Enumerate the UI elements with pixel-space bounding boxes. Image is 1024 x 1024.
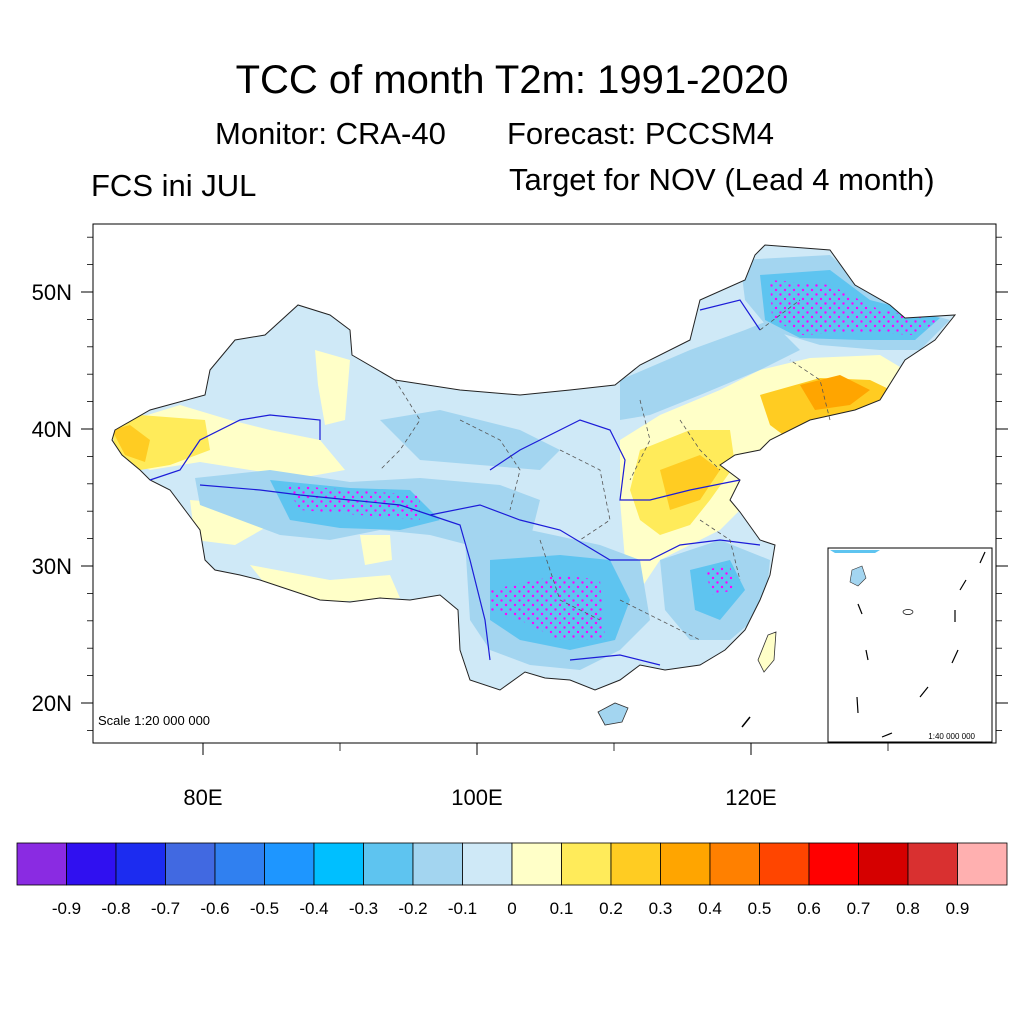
inset-nine-dash [856, 551, 986, 738]
colorbar-label: -0.8 [101, 899, 130, 918]
field-patch [620, 320, 800, 420]
colorbar-swatch [957, 842, 1008, 886]
significance-stipple [770, 280, 940, 335]
colorbar-label: -0.4 [299, 899, 328, 918]
colorbar-swatch [115, 842, 166, 886]
colorbar-label: -0.6 [200, 899, 229, 918]
field-patch [380, 410, 560, 470]
lat-tick-label: 30N [32, 554, 72, 579]
colorbar-label: -0.2 [398, 899, 427, 918]
colorbar-swatch [16, 842, 67, 886]
lat-tick-label: 20N [32, 691, 72, 716]
colorbar-label: 0.5 [748, 899, 772, 918]
colorbar-swatch [610, 842, 661, 886]
colorbar-swatch [313, 842, 364, 886]
colorbar-swatch [759, 842, 810, 886]
lat-tick-label: 40N [32, 417, 72, 442]
field-patch [800, 375, 870, 410]
colorbar-label: 0 [507, 899, 516, 918]
inset-hainan [849, 565, 867, 587]
colorbar-label: -0.3 [349, 899, 378, 918]
colorbar-label: 0.7 [847, 899, 871, 918]
monitor-subtitle: Monitor: CRA-40 [215, 116, 446, 151]
taiwan-island [757, 631, 777, 673]
colorbar-swatch [858, 842, 909, 886]
colorbar: -0.9 -0.8 -0.7 -0.6 -0.5 -0.4 -0.3 -0.2 -0.1 0 0.1… [16, 842, 1008, 918]
lon-tick-label: 120E [725, 785, 776, 810]
significance-stipple [490, 575, 605, 640]
inset-scale: 1:40 000 000 [928, 732, 975, 741]
colorbar-label: 0.3 [649, 899, 673, 918]
colorbar-label: 0.8 [896, 899, 920, 918]
field-patch [112, 425, 150, 462]
colorbar-swatch [511, 842, 562, 886]
colorbar-label: -0.5 [250, 899, 279, 918]
rivers [149, 414, 761, 661]
map-scale: Scale 1:20 000 000 [98, 713, 210, 728]
colorbar-swatch [660, 842, 711, 886]
field-patch [660, 455, 720, 510]
colorbar-swatch [165, 842, 216, 886]
field-patch [315, 350, 350, 425]
national-border [111, 244, 957, 691]
colorbar-label: -0.9 [52, 899, 81, 918]
hainan-island [597, 702, 629, 726]
colorbar-swatch [214, 842, 265, 886]
target-label: Target for NOV (Lead 4 month) [509, 162, 935, 197]
lon-tick-label: 80E [183, 785, 222, 810]
lon-tick-label: 100E [451, 785, 502, 810]
colorbar-label: -0.7 [151, 899, 180, 918]
inset-islands [902, 609, 914, 615]
lat-tick-label: 50N [32, 280, 72, 305]
colorbar-swatch [412, 842, 463, 886]
colorbar-swatch [709, 842, 760, 886]
inset-coast [830, 550, 880, 553]
map-title: TCC of month T2m: 1991-2020 [235, 58, 789, 102]
rivers [569, 299, 761, 666]
colorbar-swatch [363, 842, 414, 886]
colorbar-label: 0.1 [550, 899, 574, 918]
significance-stipple [705, 565, 735, 595]
nine-dash-line [741, 716, 751, 728]
colorbar-label: -0.1 [448, 899, 477, 918]
colorbar-label: 0.6 [797, 899, 821, 918]
colorbar-swatch [264, 842, 315, 886]
colorbar-swatch [66, 842, 117, 886]
colorbar-swatch [808, 842, 859, 886]
colorbar-label: 0.2 [599, 899, 623, 918]
colorbar-swatch [907, 842, 958, 886]
colorbar-swatch [462, 842, 513, 886]
init-label: FCS ini JUL [91, 168, 257, 203]
map-axes: 20N 30N 40N 50N 80E 100E 120E [32, 236, 1008, 810]
field-patch [360, 535, 392, 565]
colorbar-label: 0.9 [946, 899, 970, 918]
colorbar-swatch [561, 842, 612, 886]
forecast-subtitle: Forecast: PCCSM4 [507, 116, 775, 151]
colorbar-label: 0.4 [698, 899, 722, 918]
provincial-borders [379, 299, 831, 641]
significance-stipple [285, 485, 420, 520]
